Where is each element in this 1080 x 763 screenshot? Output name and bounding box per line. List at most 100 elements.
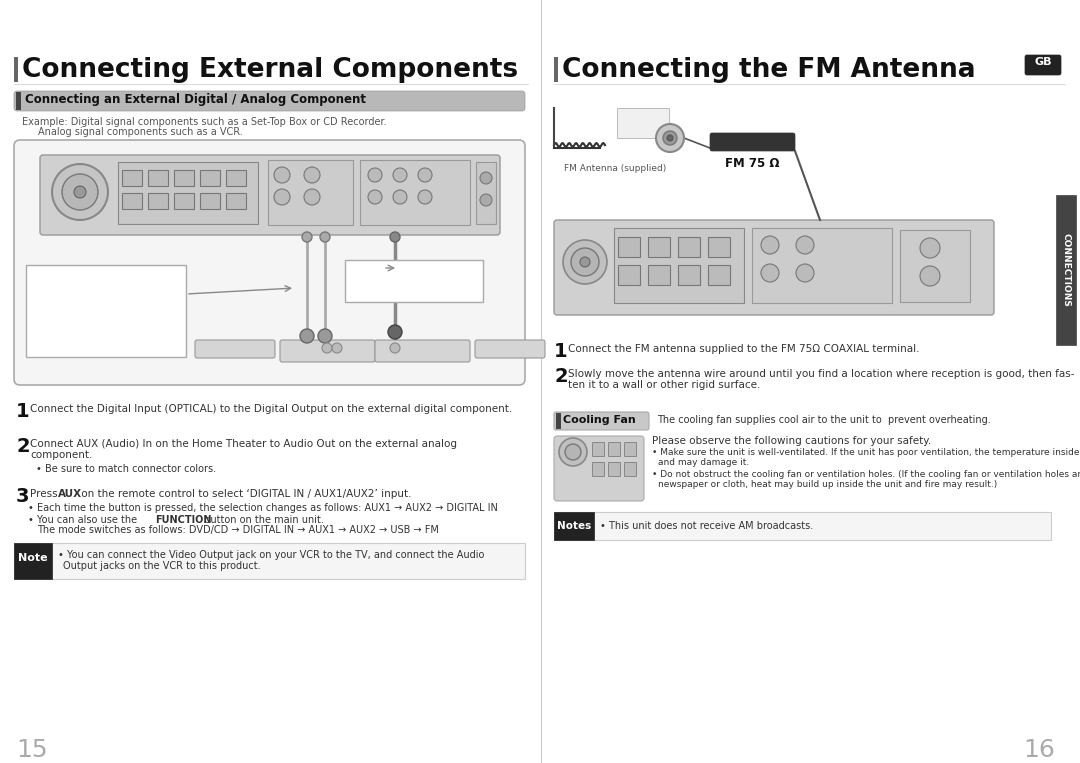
- Circle shape: [388, 325, 402, 339]
- FancyBboxPatch shape: [554, 220, 994, 315]
- Bar: [648, 237, 670, 257]
- Bar: [148, 170, 168, 186]
- Text: SURROUND OUT (IMPEDANCE: 3Ω): SURROUND OUT (IMPEDANCE: 3Ω): [134, 164, 242, 169]
- Bar: [554, 512, 594, 540]
- Bar: [708, 237, 730, 257]
- Text: 2: 2: [16, 437, 29, 456]
- Circle shape: [390, 343, 400, 353]
- Text: DIGITAL OUT: DIGITAL OUT: [391, 357, 435, 363]
- Text: Press: Press: [30, 489, 60, 499]
- Circle shape: [418, 168, 432, 182]
- Circle shape: [318, 329, 332, 343]
- Text: Please observe the following cautions for your safety.: Please observe the following cautions fo…: [652, 436, 931, 446]
- Text: component.: component.: [30, 450, 93, 460]
- Text: Notes: Notes: [557, 521, 591, 531]
- Bar: [618, 237, 640, 257]
- Bar: [608, 442, 620, 456]
- Circle shape: [563, 240, 607, 284]
- Text: SURROUND OUT (IMPEDANCE: 3Ω): SURROUND OUT (IMPEDANCE: 3Ω): [625, 230, 733, 235]
- Text: (not supplied): (not supplied): [65, 283, 148, 293]
- Text: • Each time the button is pressed, the selection changes as follows: AUX1 → AUX2: • Each time the button is pressed, the s…: [28, 503, 498, 513]
- FancyBboxPatch shape: [195, 340, 275, 358]
- Text: Audio Cable: Audio Cable: [69, 272, 144, 282]
- FancyBboxPatch shape: [554, 436, 644, 501]
- Text: FM: FM: [637, 120, 648, 129]
- Circle shape: [62, 174, 98, 210]
- Bar: [678, 265, 700, 285]
- Circle shape: [656, 124, 684, 152]
- Text: Cooling Fan: Cooling Fan: [563, 415, 636, 425]
- FancyBboxPatch shape: [1025, 55, 1061, 75]
- FancyBboxPatch shape: [554, 412, 649, 430]
- Bar: [608, 462, 620, 476]
- Text: 75Ω: 75Ω: [635, 129, 651, 138]
- Bar: [592, 462, 604, 476]
- FancyBboxPatch shape: [375, 340, 470, 362]
- Circle shape: [480, 194, 492, 206]
- Bar: [556, 413, 561, 429]
- Text: RADIO ANT: RADIO ANT: [721, 136, 782, 146]
- Text: The cooling fan supplies cool air to the unit to  prevent overheating.: The cooling fan supplies cool air to the…: [657, 415, 990, 425]
- Bar: [16, 92, 21, 110]
- Text: Analog signal components such as a VCR.: Analog signal components such as a VCR.: [38, 127, 243, 137]
- Text: 1: 1: [554, 342, 568, 361]
- Bar: [122, 170, 141, 186]
- Bar: [174, 170, 194, 186]
- Bar: [1056, 195, 1076, 345]
- Bar: [900, 230, 970, 302]
- Circle shape: [663, 131, 677, 145]
- Text: Connecting the FM Antenna: Connecting the FM Antenna: [562, 57, 975, 83]
- Circle shape: [393, 190, 407, 204]
- Bar: [14, 543, 52, 579]
- Circle shape: [390, 232, 400, 242]
- Text: and may damage it.: and may damage it.: [658, 458, 750, 467]
- FancyBboxPatch shape: [40, 155, 500, 235]
- Bar: [14, 543, 525, 579]
- Circle shape: [920, 266, 940, 286]
- Bar: [554, 512, 1051, 540]
- FancyBboxPatch shape: [14, 91, 525, 111]
- Bar: [554, 57, 558, 82]
- Bar: [618, 265, 640, 285]
- Bar: [345, 260, 483, 302]
- Text: (not included): (not included): [373, 279, 456, 289]
- Bar: [122, 193, 141, 209]
- Text: • Do not obstruct the cooling fan or ventilation holes. (If the cooling fan or v: • Do not obstruct the cooling fan or ven…: [652, 470, 1080, 479]
- Circle shape: [274, 189, 291, 205]
- Circle shape: [580, 257, 590, 267]
- Bar: [226, 193, 246, 209]
- Text: • Make sure the unit is well-ventilated. If the unit has poor ventilation, the t: • Make sure the unit is well-ventilated.…: [652, 448, 1080, 457]
- Bar: [200, 170, 220, 186]
- Circle shape: [393, 168, 407, 182]
- Bar: [174, 193, 194, 209]
- Circle shape: [52, 164, 108, 220]
- Text: FUNCTION: FUNCTION: [156, 515, 212, 525]
- Text: R: R: [334, 342, 340, 351]
- Bar: [617, 108, 669, 138]
- Text: CONNECTIONS: CONNECTIONS: [1062, 233, 1070, 307]
- Text: 3: 3: [16, 487, 29, 506]
- Text: 2: 2: [554, 367, 568, 386]
- Text: Note: Note: [18, 553, 48, 563]
- Bar: [200, 193, 220, 209]
- Bar: [476, 162, 496, 224]
- Text: Output jacks on the VCR to this product.: Output jacks on the VCR to this product.: [63, 561, 260, 571]
- Text: Example: Digital signal components such as a Set-Top Box or CD Recorder.: Example: Digital signal components such …: [22, 117, 387, 127]
- Text: or right.: or right.: [86, 325, 125, 335]
- Circle shape: [920, 238, 940, 258]
- Text: • Be sure to match connector colors.: • Be sure to match connector colors.: [36, 464, 216, 474]
- Circle shape: [332, 343, 342, 353]
- Text: COAXIAL: COAXIAL: [626, 111, 660, 120]
- FancyBboxPatch shape: [14, 140, 525, 385]
- FancyBboxPatch shape: [710, 133, 795, 151]
- Bar: [624, 442, 636, 456]
- Text: Connecting External Components: Connecting External Components: [22, 57, 518, 83]
- Circle shape: [368, 190, 382, 204]
- Bar: [148, 193, 168, 209]
- Circle shape: [761, 264, 779, 282]
- Bar: [14, 57, 18, 82]
- Text: • You can also use the: • You can also use the: [28, 515, 140, 525]
- Circle shape: [667, 135, 673, 141]
- Text: • This unit does not receive AM broadcasts.: • This unit does not receive AM broadcas…: [600, 521, 813, 531]
- Text: AUDIO OUT: AUDIO OUT: [294, 357, 333, 363]
